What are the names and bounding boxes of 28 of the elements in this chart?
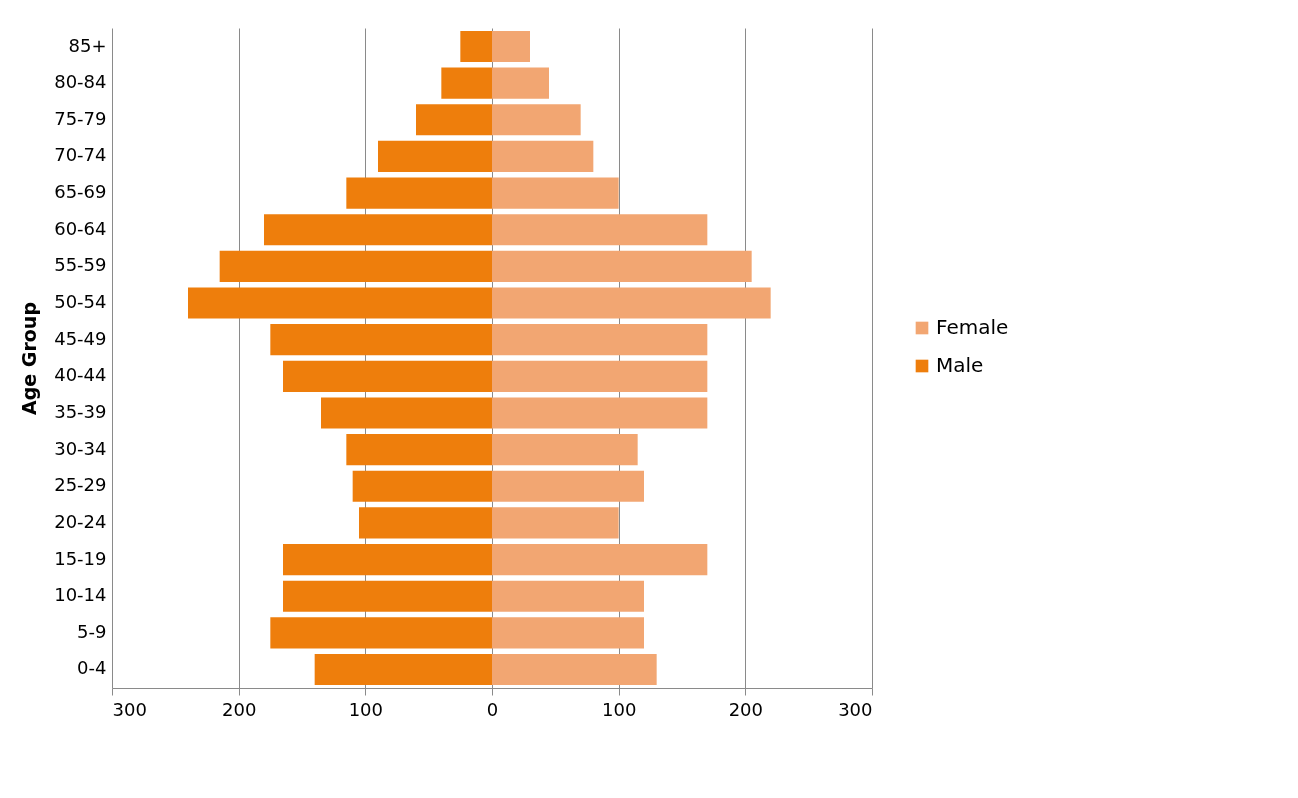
y-tick-label: 75-79 — [54, 107, 107, 129]
x-tick-label: 100 — [601, 698, 637, 720]
x-tick-label: 200 — [221, 698, 257, 720]
y-tick-label: 30-34 — [54, 437, 107, 459]
y-tick-label: 0-4 — [77, 657, 107, 679]
y-tick-label: 25-29 — [54, 474, 107, 496]
y-tick-label: 40-44 — [54, 364, 107, 386]
y-tick-label: 35-39 — [54, 400, 107, 422]
y-tick-label: 50-54 — [54, 291, 107, 313]
y-tick-label: 20-24 — [54, 510, 107, 532]
x-tick-label: 0 — [486, 698, 499, 720]
legend-label: Female — [936, 315, 1009, 339]
x-tick-label: 300 — [112, 698, 147, 720]
y-tick-label: 10-14 — [54, 584, 107, 606]
y-tick-label: 15-19 — [54, 547, 107, 569]
y-tick-label: 80-84 — [54, 71, 107, 93]
y-tick-label: 70-74 — [54, 144, 107, 166]
y-tick-label: 5-9 — [77, 620, 107, 642]
y-tick-label: 85+ — [68, 34, 107, 56]
legend-label: Male — [936, 353, 984, 377]
x-tick-label: 100 — [348, 698, 384, 720]
x-tick-label: 300 — [838, 698, 873, 720]
y-axis-title: Age Group — [18, 302, 41, 415]
x-tick-label: 200 — [728, 698, 764, 720]
y-tick-label: 60-64 — [54, 217, 107, 239]
y-tick-label: 65-69 — [54, 181, 107, 203]
y-tick-label: 45-49 — [54, 327, 107, 349]
y-tick-label: 55-59 — [54, 254, 107, 276]
